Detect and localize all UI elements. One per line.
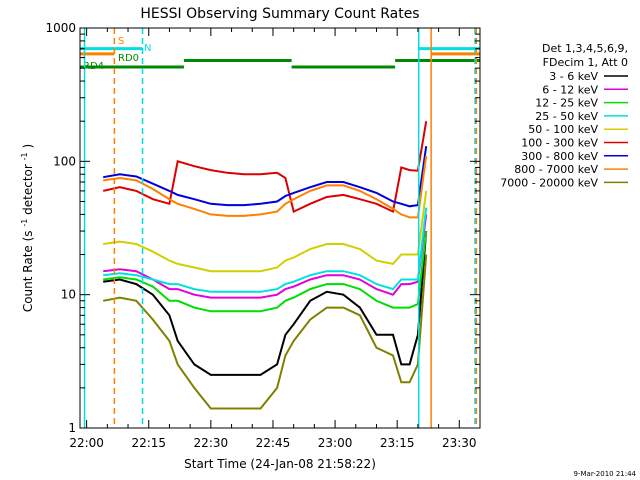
x-tick-label: 23:00 xyxy=(318,436,353,450)
y-axis-label-sup1: -1 xyxy=(20,219,29,227)
legend-header-line-2: FDecim 1, Att 0 xyxy=(543,56,628,69)
y-tick-label: 1000 xyxy=(45,21,76,35)
chart-title: HESSI Observing Summary Count Rates xyxy=(140,6,419,22)
legend-entry-label: 300 - 800 keV xyxy=(521,150,598,163)
x-tick-label: 23:30 xyxy=(442,436,477,450)
plot-area xyxy=(102,121,428,410)
legend-entry-label: 3 - 6 keV xyxy=(549,70,598,83)
legend-entry-label: 800 - 7000 keV xyxy=(514,163,598,176)
y-tick-label: 100 xyxy=(53,154,76,168)
legend-entry-label: 25 - 50 keV xyxy=(535,110,598,123)
x-tick-label: 23:15 xyxy=(380,436,415,450)
legend-entry-label: 6 - 12 keV xyxy=(542,83,598,96)
x-tick-label: 22:00 xyxy=(69,436,104,450)
y-axis-label: Count Rate (s -1 detector -1 ) xyxy=(16,144,35,312)
vertical-markers xyxy=(83,28,478,428)
legend-entry-label: 50 - 100 keV xyxy=(528,123,598,136)
series-line-3 xyxy=(103,207,428,293)
footer-timestamp: 9-Mar-2010 21:44 xyxy=(574,470,637,478)
series-line-4 xyxy=(103,190,428,273)
flag-label: S xyxy=(118,36,124,47)
series-line-0 xyxy=(103,231,428,376)
series-line-2 xyxy=(103,230,428,313)
y-axis-label-mid: detector xyxy=(21,164,35,215)
flag-label: RD0 xyxy=(118,53,139,64)
series-line-1 xyxy=(103,214,428,299)
series-line-5 xyxy=(102,121,428,214)
flag-label: N xyxy=(144,43,151,54)
series-line-7 xyxy=(103,155,428,219)
x-tick-label: 22:15 xyxy=(131,436,166,450)
y-axis-label-sup2: -1 xyxy=(20,152,29,160)
legend-entry-label: 100 - 300 keV xyxy=(521,137,598,150)
y-tick-label: 10 xyxy=(61,288,76,302)
x-axis-label: Start Time (24-Jan-08 21:58:22) xyxy=(184,457,376,471)
legend-entry-label: 7000 - 20000 keV xyxy=(500,176,598,189)
x-tick-label: 22:45 xyxy=(256,436,291,450)
y-axis-label-main: Count Rate (s xyxy=(21,230,35,312)
legend-header-line-1: Det 1,3,4,5,6,9, xyxy=(542,42,628,55)
y-axis: 1 10 100 1000 xyxy=(45,21,480,435)
legend-entry-label: 12 - 25 keV xyxy=(535,97,598,110)
x-axis: 22:00 22:15 22:30 22:45 23:00 23:15 23:30 xyxy=(69,28,477,450)
plot-frame xyxy=(79,27,481,429)
series-line-6 xyxy=(103,145,428,208)
flag-label: RD4 xyxy=(83,61,104,72)
x-tick-label: 22:30 xyxy=(194,436,229,450)
legend: Det 1,3,4,5,6,9, FDecim 1, Att 0 3 - 6 k… xyxy=(500,42,628,189)
y-axis-label-end: ) xyxy=(21,144,35,149)
series-line-8 xyxy=(103,254,428,410)
y-tick-label: 1 xyxy=(68,421,76,435)
flag-bars: S N RD0 RD4 xyxy=(80,36,480,72)
